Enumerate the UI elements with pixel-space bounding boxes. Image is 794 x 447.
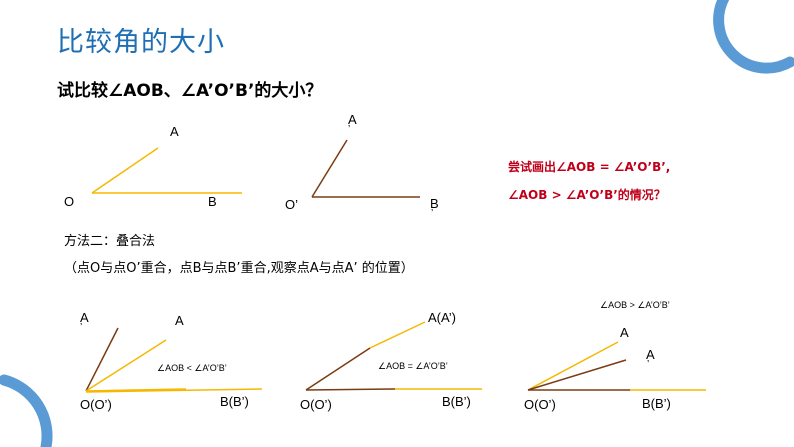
label-b: B	[208, 194, 217, 209]
hint-line-1: 尝试画出∠AOB = ∠A’O’B’,	[508, 160, 671, 174]
figure-angle-aob	[91, 147, 242, 194]
ray-oa	[527, 341, 619, 391]
ray-o-a-prime	[85, 327, 119, 392]
label-a: A	[170, 124, 179, 139]
method-title: 方法二：叠合法	[64, 234, 156, 249]
case-lt-label-b: B(B’)	[220, 394, 249, 409]
ray-o-a-prime	[311, 139, 348, 198]
method-description: （点O与点O’重合，点B与点B’重合,观察点A与点A’ 的位置）	[64, 261, 414, 276]
ray-o-a-prime	[527, 359, 627, 391]
case-eq-relation: ∠AOB = ∠A’O’B’	[378, 361, 448, 371]
label-b-prime: B	[430, 196, 439, 211]
top-right-arc	[713, 0, 794, 74]
ray-ob	[85, 388, 187, 392]
case-lt-label-a-prime-mark: ’	[80, 322, 83, 333]
case-lt-relation: ∠AOB < ∠A’O’B’	[157, 363, 227, 373]
case-gt-relation: ∠AOB > ∠A’O’B’	[600, 300, 670, 310]
hint-line-2: ∠AOB > ∠A’O’B’的情况？	[508, 188, 666, 202]
ray-ob	[305, 388, 396, 391]
ray-oa	[91, 147, 159, 194]
case-gt-label-a: A	[620, 325, 629, 340]
case-eq-label-a: A(A’)	[428, 310, 456, 325]
ray-oa	[369, 321, 426, 349]
ray-o-a-prime	[305, 347, 371, 391]
case-less-than-figure	[85, 327, 263, 393]
case-lt-label-o: O(O’)	[80, 397, 112, 412]
bottom-left-arc	[0, 374, 53, 447]
case-gt-label-a-prime-mark: ’	[647, 359, 650, 370]
case-gt-label-o: O(O’)	[524, 397, 556, 412]
label-o-prime: O’	[285, 197, 298, 212]
label-o: O	[64, 194, 75, 209]
ray-ob-prime	[85, 388, 263, 393]
case-eq-label-o: O(O’)	[300, 397, 332, 412]
question-text: 试比较∠AOB、∠A’O’B’的大小？	[57, 81, 323, 101]
slide-title: 比较角的大小	[57, 27, 225, 58]
case-gt-label-a-prime: A	[646, 347, 655, 362]
label-b-prime-mark: ’	[431, 208, 434, 219]
case-eq-label-b: B(B’)	[442, 394, 471, 409]
case-lt-label-a-prime: A	[80, 310, 89, 325]
label-a-prime-mark: ’	[348, 124, 351, 135]
case-greater-than-figure	[527, 341, 706, 391]
case-lt-label-a: A	[175, 313, 184, 328]
ray-oa	[85, 339, 167, 392]
figure-angle-a-o-b-prime	[311, 139, 420, 198]
label-a-prime: A	[348, 112, 357, 127]
case-gt-label-b: B(B’)	[642, 396, 671, 411]
case-equal-figure	[305, 321, 482, 391]
